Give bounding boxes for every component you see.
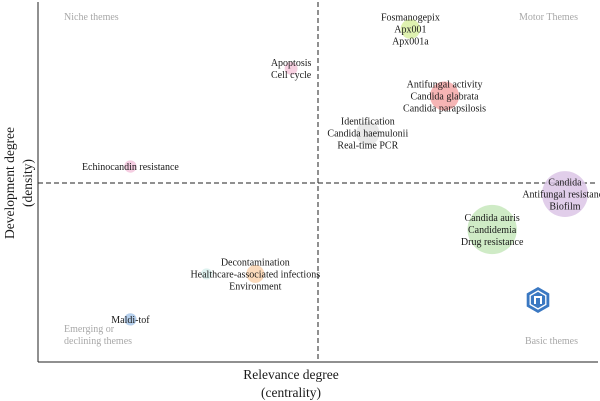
quadrant-label-top-right: Motor Themes	[519, 12, 578, 23]
bubble-label-9-0: Maldi-tof	[111, 315, 150, 326]
bubble-7	[246, 264, 265, 283]
y-axis-title: Development degree	[2, 127, 17, 239]
axes	[37, 2, 598, 363]
quadrant-label-bottom-right: Basic themes	[525, 336, 578, 347]
bubble-label-5-2: Biofilm	[549, 202, 580, 213]
bubble-label-7-2: Environment	[229, 281, 281, 292]
bubble-6	[467, 204, 517, 255]
bubble-0	[400, 19, 421, 39]
quadrant-label-bottom-left: declining themes	[64, 336, 132, 347]
bubble-label-3-0: Identification	[341, 117, 395, 128]
quadrant-label-top-left: Niche themes	[64, 12, 119, 23]
bubble-label-3-2: Real-time PCR	[337, 141, 398, 152]
bubble-label-0-1: Apx001	[394, 25, 426, 36]
bubble-label-0-0: Fosmanogepix	[381, 13, 440, 24]
x-axis-title: (centrality)	[261, 385, 321, 400]
bubble-label-2-0: Antifungal activity	[407, 80, 483, 91]
bubbles	[124, 19, 588, 326]
bubble-label-7-1: Healthcare-associated infections	[190, 269, 320, 280]
bubble-label-0-2: Apx001a	[392, 37, 429, 48]
bubble-label-3-1: Candida haemulonii	[327, 129, 408, 140]
quadrant-labels: Niche themes Motor Themes Emerging ordecli…	[64, 12, 578, 347]
bubble-9	[124, 313, 137, 326]
bubble-3	[356, 121, 380, 145]
bubble-label-5-0: Candida	[548, 178, 582, 189]
bubble-label-6-0: Candida auris	[465, 213, 520, 224]
hindawi-logo	[526, 287, 550, 313]
bubble-1	[284, 62, 298, 75]
bubble-8	[200, 268, 213, 280]
bubble-5	[542, 171, 588, 218]
logo-inner-hexagon	[529, 290, 547, 310]
logo-mark-cut	[536, 298, 540, 304]
y-axis-title: (density)	[20, 159, 35, 207]
bubble-label-5-1: Antifungal resistance	[522, 190, 600, 201]
axis-titles: Relevance degree (centrality) Development …	[2, 127, 339, 400]
bubble-4	[124, 160, 137, 173]
bubble-label-7-0: Decontamination	[221, 257, 290, 268]
bubble-label-6-1: Candidemia	[468, 225, 517, 236]
bubble-label-4-0: Echinocandin resistance	[82, 162, 179, 173]
bubble-label-1-0: Apoptosis	[271, 58, 312, 69]
bubble-label-6-2: Drug resistance	[461, 237, 524, 248]
bubble-label-2-2: Candida parapsilosis	[403, 104, 486, 115]
quadrant-label-bottom-left: Emerging or	[64, 324, 115, 335]
bubble-label-2-1: Candida glabrata	[411, 92, 480, 103]
x-axis-title: Relevance degree	[243, 367, 339, 382]
bubble-label-1-1: Cell cycle	[271, 70, 312, 81]
bubble-2	[430, 81, 460, 111]
